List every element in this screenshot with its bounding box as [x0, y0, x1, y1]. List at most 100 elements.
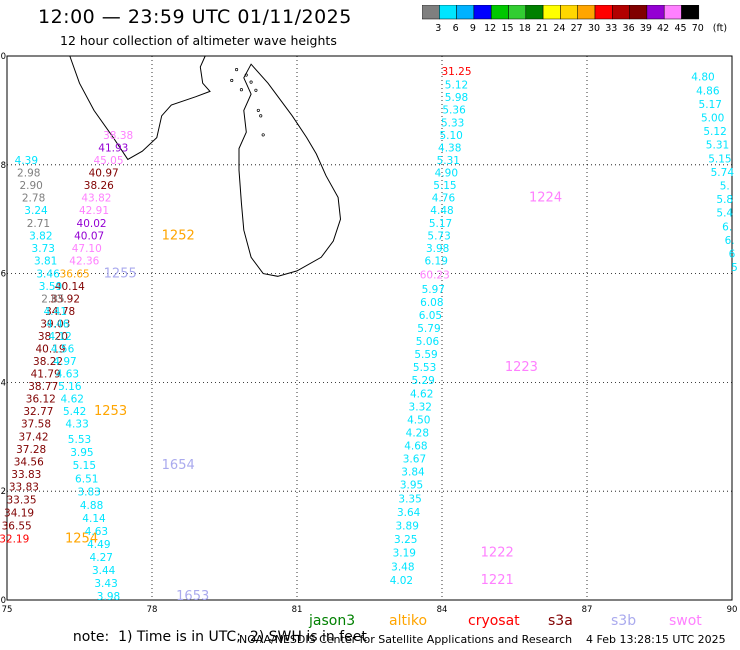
y-tick-label: 0 [1, 596, 6, 606]
coastline-india [69, 55, 211, 161]
legend-label: 15 [501, 23, 513, 34]
wave-height-label: 5.31 [706, 140, 729, 152]
wave-height-label: 43.82 [81, 192, 111, 204]
legend-label: 45 [674, 23, 686, 34]
wave-height-label: 40.07 [74, 231, 104, 243]
wave-height-label: 5.12 [703, 126, 726, 138]
pass-time-label: 1224 [529, 190, 562, 205]
legend-label: 36 [623, 23, 635, 34]
wave-height-label: 45.05 [93, 155, 123, 167]
wave-height-label: 4.63 [85, 526, 108, 538]
wave-height-label: 33.83 [9, 481, 39, 493]
wave-height-label: 3.48 [391, 561, 414, 573]
wave-height-label: 4.12 [48, 331, 71, 343]
y-tick-label: 6 [1, 270, 6, 280]
wave-height-label: 3.25 [394, 534, 417, 546]
wave-height-label: 6.08 [420, 297, 443, 309]
wave-height-label: 31.25 [441, 66, 471, 78]
satellite-legend-s3b: s3b [611, 613, 637, 629]
pass-time-label: 1653 [176, 589, 209, 604]
wave-height-label: 34.19 [4, 507, 34, 519]
wave-height-label: 4.48 [430, 205, 453, 217]
wave-height-label: 4.50 [407, 414, 430, 426]
legend-label: 70 [692, 23, 704, 34]
wave-height-label: 33.35 [6, 494, 36, 506]
wave-height-label: 47.10 [72, 243, 102, 255]
wave-height-label: 40.02 [77, 218, 107, 230]
wave-height-label: 6 [729, 248, 736, 260]
wave-height-label: 3.73 [32, 243, 55, 255]
wave-height-label: 3.32 [409, 401, 432, 413]
wave-height-label: 2.98 [17, 167, 40, 179]
wave-height-label: 4.86 [696, 85, 720, 97]
wave-height-label: 4.76 [432, 192, 456, 204]
wave-height-label: 3.46 [36, 269, 60, 281]
y-tick-label: 4 [1, 378, 6, 388]
wave-height-label: 4.02 [390, 575, 413, 587]
wave-height-label: 2.85 [41, 294, 64, 306]
wave-height-label: 40.19 [35, 344, 65, 356]
legend-label: 9 [470, 23, 476, 34]
wave-height-label: 4.62 [410, 388, 433, 400]
wave-height-label: 6.51 [75, 474, 98, 486]
wave-height-label: 42.91 [79, 205, 109, 217]
legend-label: 30 [588, 23, 600, 34]
wave-height-label: 38.22 [33, 356, 63, 368]
wave-height-label: 3.95 [400, 480, 423, 492]
wave-height-label: 41.93 [98, 142, 128, 154]
legend-label: 6 [453, 23, 459, 34]
wave-height-label: 60.23 [420, 270, 450, 282]
wave-height-label: 5.17 [699, 99, 722, 111]
legend-swatch [681, 5, 700, 20]
wave-height-label: 5.36 [442, 104, 466, 116]
wave-height-label: 3.67 [403, 454, 426, 466]
wave-height-label: 3.83 [77, 487, 100, 499]
wave-height-label: 4.62 [61, 394, 84, 406]
satellite-legend-swot: swot [669, 613, 702, 629]
footer-note: note: 1) Time is in UTC; 2) SWH is in fe… [64, 613, 367, 645]
x-tick-label: 78 [147, 605, 158, 615]
island-outline [254, 88, 258, 92]
wave-height-label: 5.53 [68, 434, 91, 446]
pass-time-label: 1221 [481, 573, 514, 588]
wave-height-label: 5.15 [708, 153, 731, 165]
satellite-legend-jason3: jason3 [309, 613, 356, 629]
legend-label: 3 [435, 23, 441, 34]
pass-time-label: 1252 [162, 229, 195, 244]
wave-height-label: 5.74 [711, 167, 735, 179]
wave-height-label: 2.78 [22, 192, 45, 204]
wave-height-label: 5.10 [439, 130, 462, 142]
satellite-legend-s3a: s3a [548, 613, 573, 629]
satellite-legend-altiko: altiko [389, 613, 428, 629]
wave-height-label: 5.15 [433, 180, 456, 192]
island-outline [259, 114, 263, 118]
pass-time-label: 1222 [481, 546, 514, 561]
plot-frame [6, 55, 733, 601]
x-tick-label: 87 [582, 605, 593, 615]
wave-height-label: 4.90 [435, 167, 458, 179]
island-outline [230, 78, 234, 83]
wave-height-label: 6. [722, 221, 732, 233]
wave-height-label: 5.33 [441, 117, 464, 129]
wave-height-label: 3.89 [396, 520, 419, 532]
wave-height-label: 5.73 [427, 231, 450, 243]
pass-time-label: 1253 [94, 404, 127, 419]
wave-height-label: 5.4 [716, 208, 733, 220]
wave-height-label: 5.42 [63, 406, 86, 418]
y-tick-label: 2 [1, 487, 6, 497]
wave-height-label: 34.56 [14, 456, 44, 468]
page-subtitle: 12 hour collection of altimeter wave hei… [60, 33, 337, 48]
wave-height-label: 40.14 [55, 281, 85, 293]
legend-label: 18 [519, 23, 531, 34]
wave-height-label: 3.82 [29, 231, 52, 243]
note-text: note: 1) Time is in UTC; 2) SWH is in fe… [72, 629, 367, 645]
wave-height-label: 4.68 [404, 441, 427, 453]
wave-height-label: 6.19 [425, 256, 448, 268]
wave-height-label: 4.33 [65, 419, 88, 431]
wave-height-label: 3.19 [393, 548, 416, 560]
x-tick-label: 75 [2, 605, 13, 615]
wave-height-label: 4.38 [438, 142, 461, 154]
wave-height-label: 4.39 [15, 155, 38, 167]
wave-height-label: 5.06 [416, 336, 440, 348]
wave-height-label: 42.36 [69, 256, 99, 268]
